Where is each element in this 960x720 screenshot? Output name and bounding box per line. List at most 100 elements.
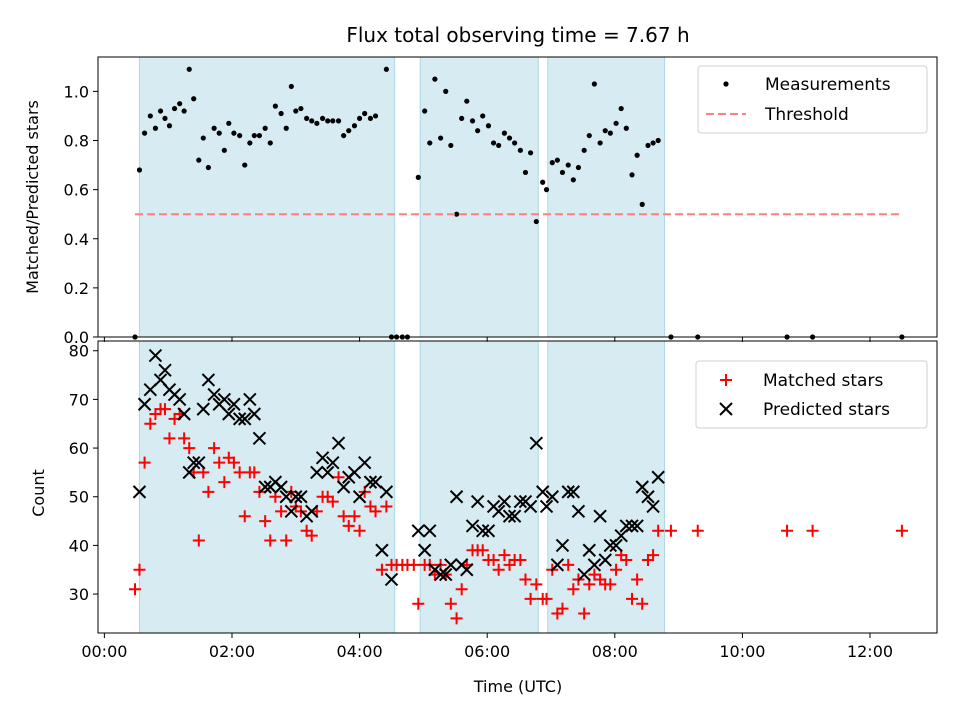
predicted-star-point — [641, 490, 655, 504]
predicted-star-point — [609, 538, 623, 553]
measurement-point — [512, 140, 518, 146]
predicted-star-point — [294, 490, 308, 504]
predicted-star-point — [555, 538, 570, 553]
predicted-star-point — [571, 504, 586, 519]
predicted-star-point — [148, 348, 163, 363]
measurement-point — [490, 140, 497, 146]
predicted-star-point — [561, 485, 575, 499]
predicted-star-point — [172, 392, 187, 407]
measurement-point — [278, 110, 284, 117]
predicted-star-point — [305, 504, 319, 519]
legend-predicted-label: Predicted stars — [763, 400, 890, 420]
measurement-point — [501, 130, 508, 136]
legend-measurements-marker — [723, 81, 729, 87]
predicted-star-point — [186, 455, 201, 470]
legend-matched-marker — [720, 374, 732, 386]
legend-measurements-label: Measurements — [765, 75, 891, 95]
measurement-point — [480, 113, 486, 119]
measurement-point — [623, 125, 629, 131]
measurement-point — [346, 128, 352, 134]
predicted-star-point — [158, 363, 172, 377]
matched-star-point — [158, 403, 171, 416]
matched-star-point — [806, 524, 819, 537]
top-legend-box — [697, 65, 928, 134]
matched-star-point — [444, 597, 457, 610]
predicted-star-point — [315, 451, 330, 465]
measurement-point — [549, 160, 555, 166]
matched-star-point — [192, 534, 205, 547]
predicted-star-point — [177, 407, 191, 421]
top-y-ticks: 0.0 0.2 0.4 0.6 0.8 1.0 — [64, 82, 98, 347]
top-legend: Measurements Threshold — [697, 65, 928, 134]
bottom-shaded-interval — [138, 340, 396, 634]
predicted-star-point — [651, 470, 665, 484]
measurement-point — [607, 130, 613, 136]
predicted-star-point — [465, 519, 480, 533]
matched-star-point — [636, 597, 649, 610]
bottom-x-tick-label: 08:00 — [592, 642, 638, 661]
matched-star-point — [556, 602, 569, 615]
matched-star-point — [178, 432, 191, 445]
predicted-star-point — [310, 465, 324, 480]
predicted-star-point — [132, 485, 147, 499]
measurement-point — [613, 120, 619, 126]
legend-predicted-marker — [719, 402, 733, 416]
predicted-star-point — [625, 519, 639, 533]
matched-star-point — [492, 563, 505, 576]
measurement-point — [136, 167, 143, 173]
predicted-star-point — [375, 543, 389, 557]
measurement-point — [251, 132, 257, 139]
measurement-point — [432, 76, 438, 82]
bottom-x-axis-label: Time (UTC) — [473, 677, 562, 696]
measurement-point — [200, 135, 206, 141]
predicted-star-point — [635, 480, 649, 494]
matched-star-point — [895, 524, 908, 537]
matched-star-point — [380, 500, 393, 513]
bottom-y-tick-label: 50 — [69, 488, 89, 507]
matched-star-point — [227, 456, 240, 469]
measurement-point — [309, 118, 315, 124]
measurement-point — [464, 98, 470, 104]
bottom-x-ticks: 00:00 02:00 04:00 06:00 08:00 10:00 12:00 — [81, 633, 893, 661]
matched-star-point — [202, 485, 215, 498]
predicted-star-point — [252, 431, 267, 446]
top-y-tick-label: 0.6 — [64, 181, 89, 200]
matched-star-point — [275, 505, 288, 518]
predicted-star-point — [529, 436, 544, 450]
predicted-star-point — [550, 558, 565, 572]
predicted-star-point — [192, 455, 206, 470]
bottom-y-tick-label: 40 — [69, 536, 89, 555]
matched-star-point — [213, 456, 226, 469]
matched-star-point — [280, 534, 293, 547]
predicted-star-point — [619, 519, 633, 533]
predicted-star-point — [326, 455, 340, 470]
measurement-point — [256, 132, 263, 139]
measurement-point — [469, 118, 476, 124]
matched-star-point — [487, 554, 500, 566]
matched-star-point — [129, 583, 142, 596]
matched-star-point — [133, 563, 146, 576]
predicted-star-point — [207, 387, 221, 402]
top-panel: 0.0 0.2 0.4 0.6 0.8 1.0 Flux total observing … — [23, 23, 938, 347]
measurement-point — [565, 162, 571, 168]
measurement-point — [639, 201, 645, 207]
top-shaded-interval — [547, 56, 666, 338]
matched-star-point — [519, 573, 532, 586]
matched-star-point — [530, 578, 543, 591]
measurement-point — [533, 218, 539, 225]
predicted-star-point — [274, 480, 288, 494]
predicted-star-point — [247, 407, 262, 421]
measurement-point — [559, 169, 566, 176]
bottom-y-ticks: 30 40 50 60 70 80 — [69, 342, 98, 604]
bottom-x-tick-label: 10:00 — [719, 642, 765, 661]
measurement-point — [221, 147, 227, 153]
predicted-star-point — [320, 465, 335, 480]
bottom-x-tick-label: 04:00 — [337, 642, 383, 661]
top-data-marks — [132, 66, 905, 340]
measurement-point — [459, 115, 465, 122]
top-shaded-interval — [138, 56, 396, 338]
matched-star-point — [337, 510, 350, 523]
matched-star-point — [562, 558, 575, 571]
predicted-star-point — [238, 412, 252, 426]
measurement-point — [226, 120, 232, 126]
